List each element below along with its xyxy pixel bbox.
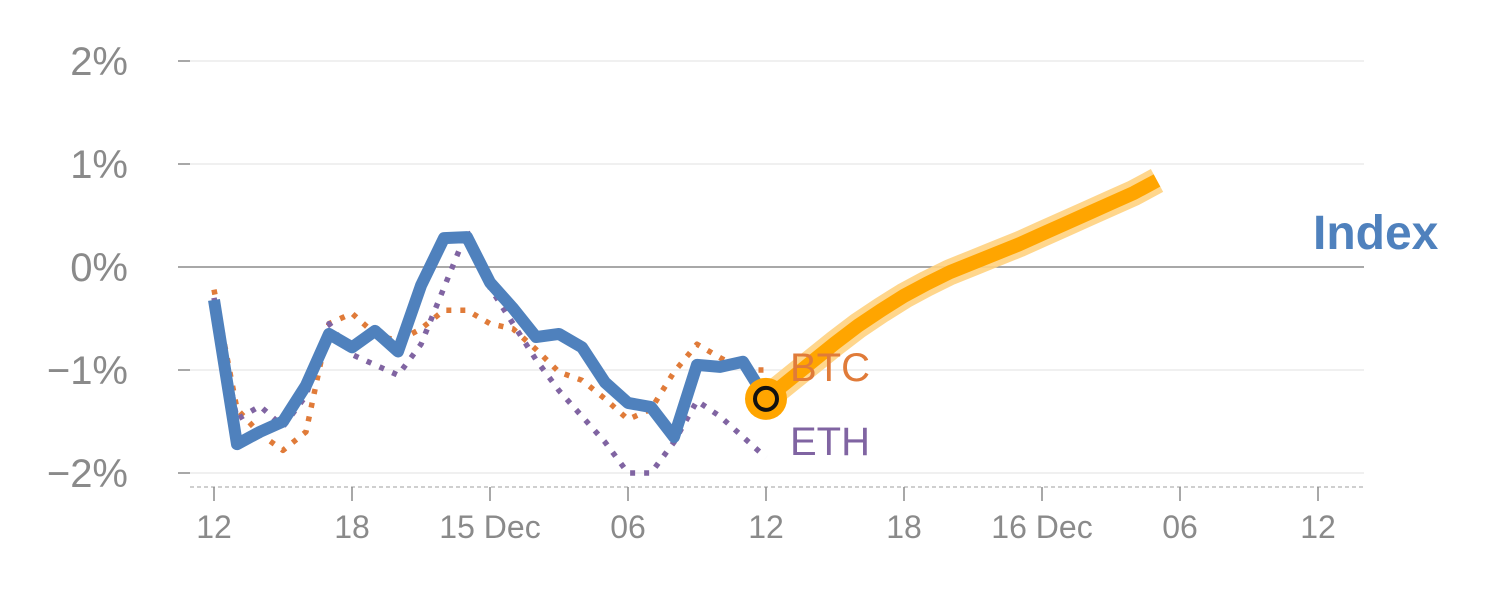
index-forecast-line xyxy=(761,174,1161,405)
x-tick-label: 12 xyxy=(196,509,232,545)
x-tick-label: 16 Dec xyxy=(991,509,1092,545)
x-tick-label: 18 xyxy=(334,509,370,545)
current-value-marker xyxy=(753,385,779,412)
y-tick-label: −1% xyxy=(47,349,128,393)
index-line xyxy=(208,231,772,451)
x-axis-ticks: 12 18 15 Dec 06 12 18 16 Dec 06 12 xyxy=(196,487,1336,545)
x-tick-label: 12 xyxy=(748,509,784,545)
y-tick-label: −2% xyxy=(47,452,128,496)
x-tick-label: 06 xyxy=(1162,509,1198,545)
gridlines xyxy=(178,60,1364,488)
y-tick-label: 0% xyxy=(70,246,128,290)
x-tick-label: 06 xyxy=(610,509,646,545)
y-tick-label: 1% xyxy=(70,143,128,187)
btc-series-label: BTC xyxy=(790,346,870,390)
y-tick-label: 2% xyxy=(70,40,128,84)
btc-line xyxy=(211,289,766,454)
x-tick-label: 15 Dec xyxy=(439,509,540,545)
y-axis-ticks: 2% 1% 0% −1% −2% xyxy=(47,40,128,496)
series-lines xyxy=(208,169,1164,476)
current-value-marker-group xyxy=(745,377,787,420)
x-tick-label: 12 xyxy=(1300,509,1336,545)
index-series-label: Index xyxy=(1313,207,1439,260)
eth-series-label: ETH xyxy=(790,420,870,464)
x-tick-label: 18 xyxy=(886,509,922,545)
